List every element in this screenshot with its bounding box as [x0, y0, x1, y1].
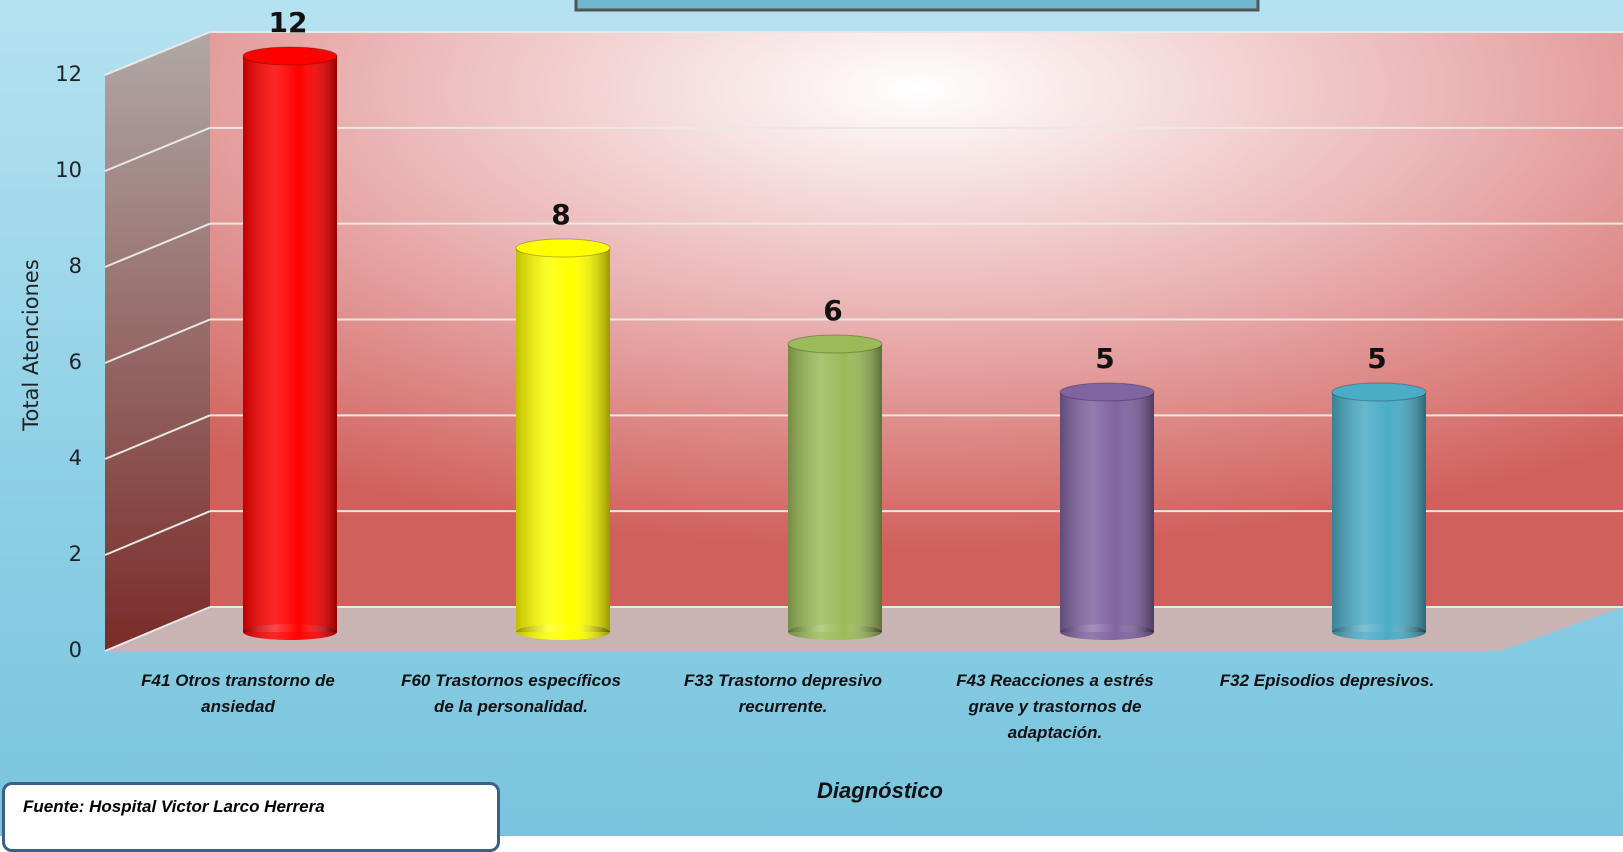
bar-base-shade — [243, 624, 337, 640]
bar-shade — [788, 344, 882, 632]
y-tick-label: 6 — [69, 350, 82, 374]
data-label: 5 — [1095, 342, 1114, 375]
grid-line — [104, 222, 211, 268]
grid-line — [104, 606, 211, 652]
y-tick-label: 12 — [55, 62, 82, 86]
bar-base-shade — [788, 624, 882, 640]
y-tick-label: 2 — [69, 542, 82, 566]
y-tick-label: 4 — [69, 446, 82, 470]
x-tick-label: F41 Otros transtorno de ansiedad — [141, 671, 335, 716]
bar-top — [787, 334, 883, 354]
grid-line — [104, 318, 211, 364]
bar-base-shade — [1060, 624, 1154, 640]
data-label: 6 — [823, 294, 842, 327]
bar-base-shade — [516, 624, 610, 640]
bar-top — [1331, 382, 1427, 402]
title-box — [574, 0, 1260, 12]
x-tick-label: F33 Trastorno depresivo recurrente. — [683, 671, 883, 716]
source-note: Fuente: Hospital Victor Larco Herrera — [2, 782, 500, 852]
y-tick-label: 10 — [55, 158, 82, 182]
x-tick-label: F43 Reacciones a estrés grave y trastorn… — [956, 671, 1154, 742]
x-tick-label: F60 Trastornos específicos de la persona… — [401, 671, 621, 716]
grid-line — [104, 510, 211, 556]
data-label: 5 — [1367, 342, 1386, 375]
bar-top — [515, 238, 611, 258]
bar-top — [1059, 382, 1155, 402]
data-label: 8 — [551, 198, 570, 231]
bar-base-shade — [1332, 624, 1426, 640]
bar-shade — [1332, 392, 1426, 632]
grid-line — [104, 31, 211, 76]
x-tick-label: F32 Episodios depresivos. — [1219, 671, 1435, 690]
grid-line — [104, 414, 211, 460]
y-tick-label: 0 — [69, 638, 82, 662]
bar-shade — [243, 56, 337, 632]
bar-top — [242, 46, 338, 66]
grid-line — [104, 126, 211, 172]
bar-shade — [1060, 392, 1154, 632]
x-axis-title: Diagnóstico — [817, 778, 943, 803]
y-tick-label: 8 — [69, 254, 82, 278]
data-label: 12 — [269, 6, 308, 39]
bar-shade — [516, 248, 610, 632]
y-axis-title: Total Atenciones — [19, 259, 43, 432]
